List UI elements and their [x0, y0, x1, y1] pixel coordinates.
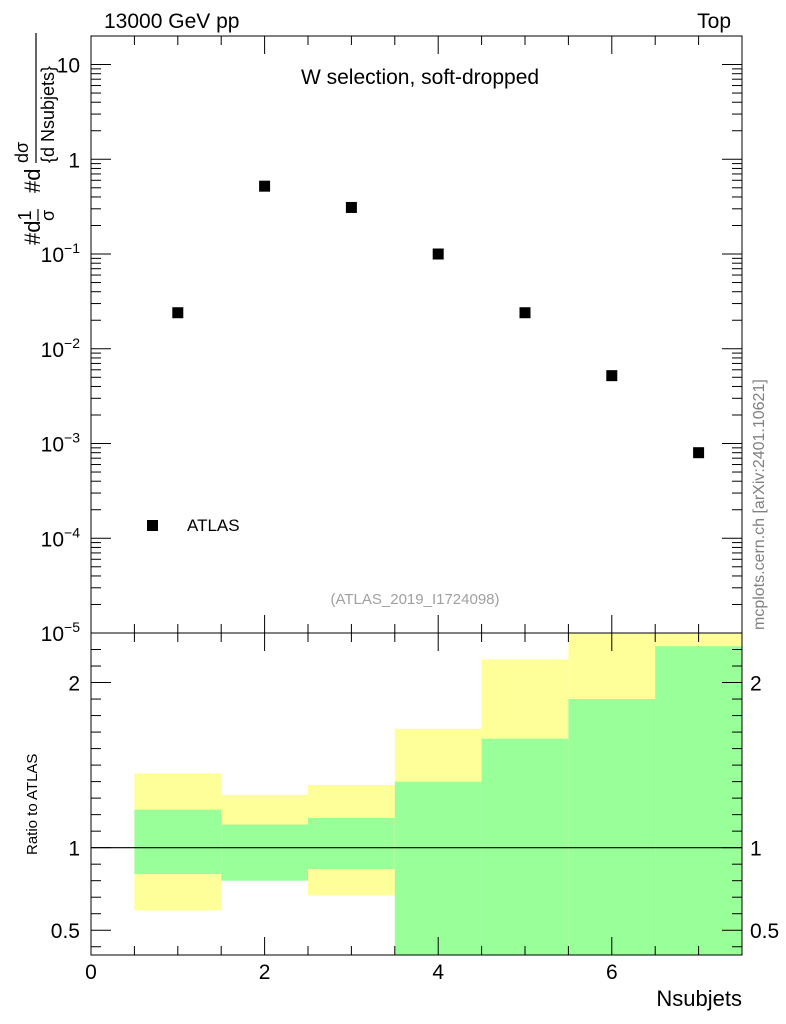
x-tick-label: 2	[259, 961, 271, 984]
tick-exponent: −3	[64, 430, 80, 446]
tick-exponent: −2	[64, 335, 80, 351]
legend-label: ATLAS	[187, 516, 240, 535]
ratio-band-inner	[134, 809, 222, 875]
header-right-label: Top	[697, 10, 731, 33]
tick-exponent: −4	[64, 524, 80, 540]
data-point	[606, 370, 618, 382]
svg-text:#d1: #d1	[15, 211, 45, 246]
ratio-band-inner	[655, 646, 742, 955]
data-points	[172, 180, 705, 459]
ratio-y-tick-label-right: 2	[750, 673, 762, 696]
source-side-label: mcplots.cern.ch [arXiv:2401.10621]	[751, 379, 768, 630]
ratio-band-inner	[394, 781, 482, 955]
analysis-watermark: (ATLAS_2019_I1724098)	[330, 591, 499, 608]
ylabel-part-sigma: σ	[38, 210, 58, 221]
ratio-band-inner	[221, 824, 308, 881]
x-tick-label: 6	[606, 961, 618, 984]
ratio-y-tick-label: 0.5	[51, 920, 80, 943]
tick-base: 10	[41, 434, 64, 457]
main-frame-rect	[90, 35, 743, 634]
main-y-tick-label: 10−1	[41, 240, 81, 267]
ylabel-part-denominator: {d Nsubjets}	[38, 66, 58, 163]
ratio-band-inner	[308, 817, 395, 870]
tick-base: 1	[68, 149, 80, 172]
x-tick-label: 4	[432, 961, 444, 984]
main-y-tick-label: 10−4	[41, 524, 81, 551]
ratio-y-tick-label: 1	[68, 838, 80, 861]
legend-marker	[147, 520, 158, 531]
main-y-tick-label: 10−5	[41, 619, 81, 646]
tick-exponent: −1	[64, 240, 80, 256]
ratio-y-axis-label: Ratio to ATLAS	[24, 754, 41, 855]
main-y-tick-label: 10−3	[41, 430, 81, 457]
x-axis-label: Nsubjets	[656, 986, 742, 1011]
data-point	[259, 180, 271, 192]
ratio-band-inner	[481, 738, 569, 955]
ratio-y-tick-label-right: 1	[750, 838, 762, 861]
tick-base: 10	[41, 339, 64, 362]
main-axis-ticks	[90, 35, 743, 634]
data-point	[432, 248, 444, 260]
ratio-band-inner	[568, 699, 656, 955]
data-point	[172, 307, 184, 319]
tick-exponent: −5	[64, 619, 80, 635]
main-y-tick-label: 10	[57, 55, 80, 78]
ylabel-part-hash-d2: #d	[20, 169, 45, 193]
ratio-y-tick-label: 2	[68, 673, 80, 696]
tick-base: 10	[57, 55, 80, 78]
tick-base: 10	[41, 244, 64, 267]
data-point	[693, 447, 705, 459]
ratio-y-tick-label-right: 0.5	[750, 920, 779, 943]
x-tick-labels: 0 2 4 6	[85, 961, 617, 984]
tick-base: 10	[41, 623, 64, 646]
plot-title: W selection, soft-dropped	[301, 66, 539, 89]
ylabel-part-hash-d: #d	[20, 221, 45, 245]
data-point	[345, 201, 357, 213]
ratio-bands	[134, 633, 742, 955]
ratio-y-tick-labels: 0.5 0.5 1 1 2 2	[51, 673, 779, 944]
ratio-axis-ticks	[90, 633, 743, 955]
main-y-tick-label: 1	[68, 149, 80, 172]
main-plot-frame	[90, 35, 743, 634]
x-tick-label: 0	[85, 961, 97, 984]
main-y-axis-label: #d1 σ #d dσ {d Nsubjets}	[12, 33, 58, 245]
ylabel-part-one: 1	[15, 211, 35, 221]
header-left-label: 13000 GeV pp	[104, 10, 239, 33]
main-y-tick-label: 10−2	[41, 335, 81, 362]
data-point	[519, 307, 531, 319]
ylabel-part-dsigma: dσ	[12, 142, 32, 163]
tick-base: 10	[41, 528, 64, 551]
